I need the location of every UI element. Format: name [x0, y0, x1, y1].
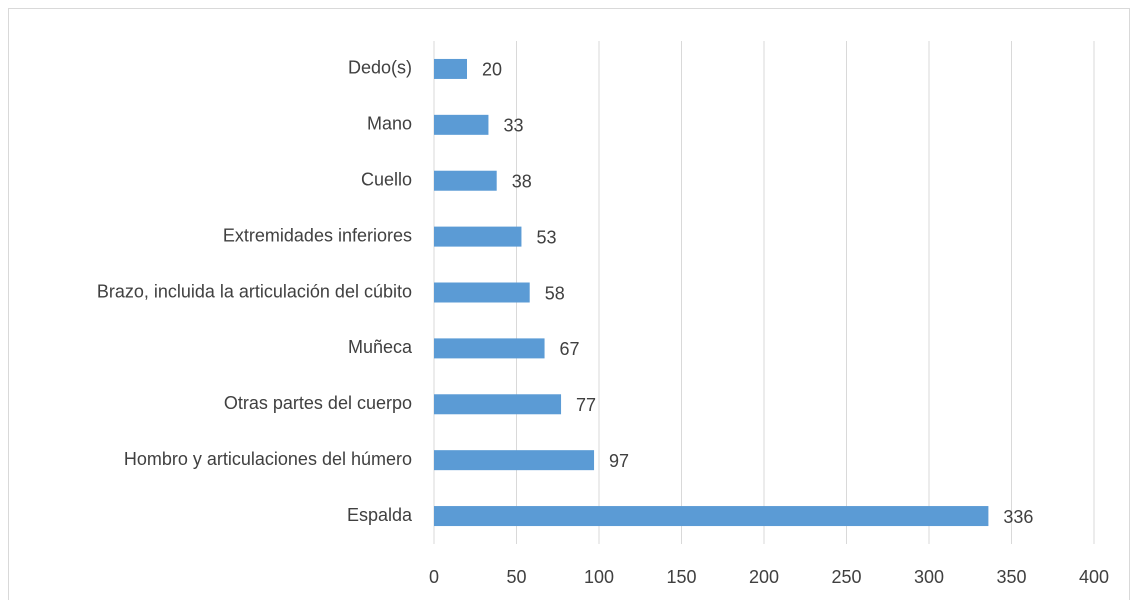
- data-label: 97: [609, 451, 629, 471]
- x-tick-label: 400: [1079, 567, 1109, 587]
- data-label: 20: [482, 60, 502, 80]
- data-label: 53: [536, 227, 556, 247]
- bar: [434, 114, 489, 135]
- bar: [434, 170, 497, 191]
- y-tick-label: Espalda: [347, 505, 413, 525]
- y-tick-label: Cuello: [361, 169, 412, 189]
- x-tick-label: 200: [749, 567, 779, 587]
- bar: [434, 450, 595, 471]
- y-tick-label: Hombro y articulaciones del húmero: [124, 449, 412, 469]
- bar: [434, 226, 522, 247]
- y-tick-label: Muñeca: [348, 337, 413, 357]
- x-tick-label: 150: [666, 567, 696, 587]
- x-tick-label: 100: [584, 567, 614, 587]
- data-label: 77: [576, 395, 596, 415]
- data-label: 33: [503, 116, 523, 136]
- y-tick-label: Mano: [367, 114, 412, 134]
- y-tick-label: Dedo(s): [348, 58, 412, 78]
- y-tick-label: Otras partes del cuerpo: [224, 393, 412, 413]
- x-tick-label: 0: [429, 567, 439, 587]
- data-label: 336: [1003, 507, 1033, 527]
- y-tick-label: Extremidades inferiores: [223, 225, 412, 245]
- bar: [434, 58, 467, 79]
- data-label: 58: [545, 283, 565, 303]
- bar: [434, 394, 562, 415]
- x-tick-label: 300: [914, 567, 944, 587]
- chart-border: [8, 8, 1130, 600]
- x-tick-label: 350: [996, 567, 1026, 587]
- data-label: 38: [512, 171, 532, 191]
- y-tick-label: Brazo, incluida la articulación del cúbi…: [97, 281, 412, 301]
- bar: [434, 338, 545, 359]
- data-label: 67: [560, 339, 580, 359]
- x-tick-label: 50: [506, 567, 526, 587]
- bar: [434, 282, 530, 303]
- x-tick-label: 250: [831, 567, 861, 587]
- bar: [434, 506, 989, 527]
